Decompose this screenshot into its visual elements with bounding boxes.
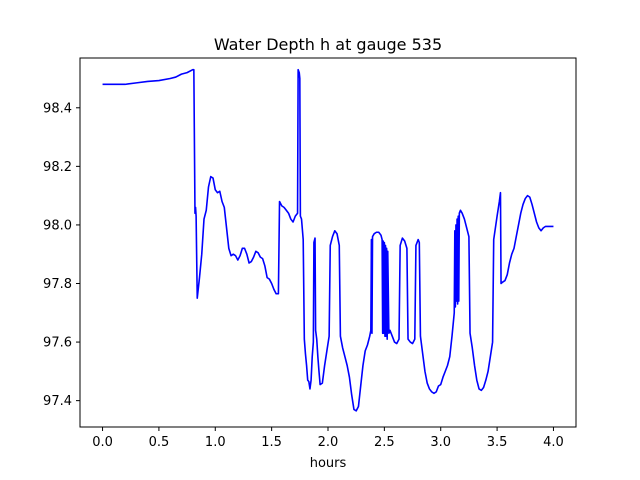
y-tick-label: 97.8: [43, 277, 72, 292]
y-tick-label: 98.0: [43, 218, 72, 233]
plot-area: [102, 68, 554, 412]
x-axis: 0.0 0.5 1.0 1.5 2.0 2.5 3.0 3.5 4.0: [92, 427, 564, 450]
x-tick-label: 0.5: [149, 435, 170, 450]
series-line-0: [102, 68, 554, 412]
y-axis: 97.4 97.6 97.8 98.0 98.2 98.4: [43, 101, 80, 409]
y-tick-label: 97.4: [43, 394, 72, 409]
x-tick-label: 2.0: [318, 435, 339, 450]
plot-frame: [79, 57, 577, 428]
x-tick-label: 0.0: [92, 435, 113, 450]
y-tick-label: 98.2: [43, 160, 72, 175]
y-tick-label: 98.4: [43, 101, 72, 116]
x-tick-label: 1.5: [261, 435, 282, 450]
x-axis-label: hours: [310, 456, 347, 471]
x-tick-label: 4.0: [543, 435, 564, 450]
x-tick-label: 2.5: [374, 435, 395, 450]
chart-title: Water Depth h at gauge 535: [214, 35, 442, 54]
x-tick-label: 3.0: [430, 435, 451, 450]
y-tick-label: 97.6: [43, 336, 72, 351]
x-tick-label: 3.5: [487, 435, 508, 450]
x-tick-label: 1.0: [205, 435, 226, 450]
